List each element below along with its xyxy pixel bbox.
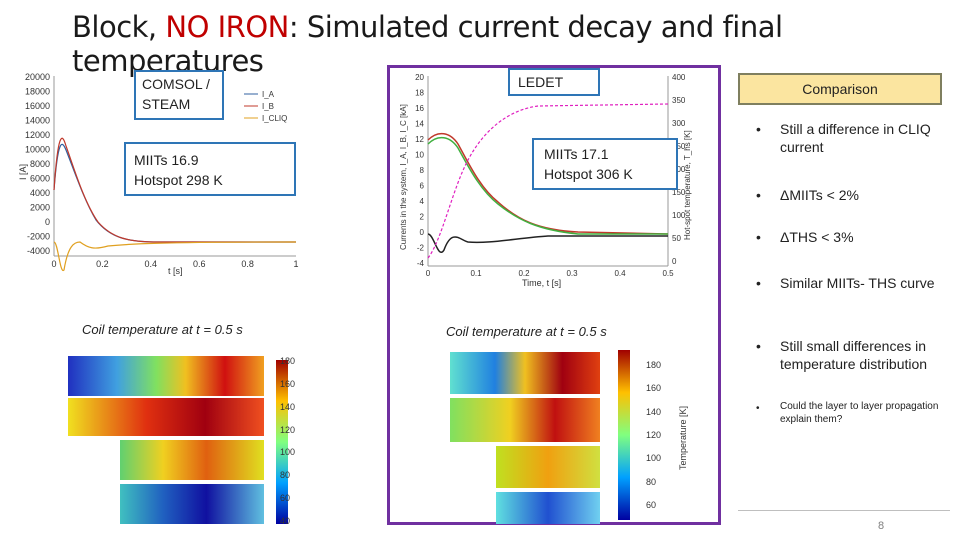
comsol-xtick: 0	[51, 259, 56, 269]
ledet-ytick: 14	[415, 120, 424, 129]
comsol-ytick: 16000	[25, 101, 50, 111]
ledet-coil-caption: Coil temperature at t = 0.5 s	[446, 324, 607, 339]
ledet-xlabel: Time, t [s]	[522, 278, 561, 288]
comsol-xtick: 0.6	[193, 259, 206, 269]
ledet-ytick: 10	[415, 151, 424, 160]
comsol-ytick: 10000	[25, 145, 50, 155]
cbar-tick: 140	[280, 401, 296, 412]
ledet-ytick: 16	[415, 104, 424, 113]
comsol-xtick: 1	[293, 259, 298, 269]
bullet-temperature: • Still small differences in temperature …	[756, 338, 928, 372]
ledet-xtick: 0.5	[662, 269, 674, 278]
ledet-y2tick: 250	[672, 142, 686, 151]
ledet-ytick: 2	[420, 213, 425, 222]
ledet-xtick: 0.3	[566, 269, 578, 278]
page-number: 8	[878, 520, 885, 532]
comsol-ytick: 2000	[30, 203, 50, 213]
comsol-ytick: 0	[45, 217, 50, 227]
bullet-cliq: • Still a difference in CLIQ current	[756, 121, 931, 155]
bullet-ths: • ΔTHS < 3%	[756, 229, 854, 245]
comsol-ytick: 6000	[30, 174, 50, 184]
cbar-tick: 180	[280, 356, 296, 366]
ledet-ths-curve	[427, 103, 669, 259]
ledet-cbar-label: Temperature [K]	[678, 405, 688, 470]
ledet-xtick: 0.1	[470, 269, 482, 278]
comsol-xtick: 0.2	[96, 259, 109, 269]
comsol-ytick: -4000	[27, 246, 50, 256]
ledet-ic-curve	[427, 233, 668, 253]
ledet-xtick: 0.4	[614, 269, 626, 278]
ledet-y2tick: 200	[672, 165, 686, 174]
cbar-tick: 160	[280, 378, 296, 389]
legend-ib: I_B	[262, 102, 274, 111]
comsol-ytick: 14000	[25, 116, 50, 126]
ledet-y2tick: 400	[672, 73, 686, 82]
comsol-cbar-ticks: 180 160 140 120 100 80 60 40	[280, 356, 310, 526]
ledet-miits-box: MIITs 17.1 Hotspot 306 K	[532, 138, 678, 190]
sub-bullet-propagation: • Could the layer to layer propagation ex…	[756, 401, 939, 425]
cbar-tick: 80	[646, 476, 657, 487]
ledet-ylabel: Currents in the system, I_A, I_B, I_C [k…	[399, 104, 408, 250]
comparison-divider	[738, 510, 950, 511]
ledet-y2label: Hot-spot temperature, T_hs [K]	[683, 130, 692, 240]
cbar-tick: 80	[280, 470, 291, 481]
ledet-xtick: 0.2	[518, 269, 530, 278]
comsol-coil-caption: Coil temperature at t = 0.5 s	[82, 322, 243, 337]
comsol-ylabel: I [A]	[18, 164, 28, 180]
cbar-tick: 100	[280, 447, 296, 458]
comsol-miits-box: MIITs 16.9 Hotspot 298 K	[124, 142, 296, 196]
bullet-curve: • Similar MIITs- THS curve	[756, 275, 935, 291]
ledet-ytick: 4	[420, 197, 425, 206]
ledet-y2tick: 150	[672, 188, 686, 197]
comsol-label-box: COMSOL / STEAM	[134, 70, 224, 120]
ledet-y2tick: 350	[672, 96, 686, 105]
cbar-tick: 120	[280, 424, 296, 435]
comsol-xtick: 0.8	[241, 259, 254, 269]
comsol-xlabel: t [s]	[168, 266, 183, 276]
ledet-ib-curve	[427, 136, 668, 235]
ledet-ytick: -2	[417, 244, 425, 253]
comsol-ib-curve	[53, 137, 296, 243]
cbar-tick: 60	[280, 493, 291, 504]
comsol-ytick: 20000	[25, 72, 50, 82]
cbar-tick: 180	[646, 360, 662, 370]
ledet-ytick: 12	[415, 135, 424, 144]
cbar-tick: 120	[646, 430, 662, 440]
ledet-ytick: 6	[420, 182, 425, 191]
comsol-coil-map	[68, 356, 288, 524]
cbar-tick: 60	[646, 500, 657, 510]
ledet-xtick: 0	[426, 269, 431, 278]
comsol-ytick: 12000	[25, 130, 50, 140]
ledet-ytick: 0	[420, 228, 425, 237]
legend-icliq: I_CLIQ	[262, 114, 287, 123]
bullet-miits: • ΔMIITs < 2%	[756, 187, 859, 203]
ledet-y2tick: 100	[672, 211, 686, 220]
legend-ia: I_A	[262, 90, 275, 99]
ledet-current-chart: Time, t [s] Currents in the system, I_A,…	[399, 73, 692, 288]
ledet-y2tick: 0	[672, 257, 677, 266]
ledet-ytick: 8	[420, 166, 425, 175]
ledet-label-box: LEDET	[508, 68, 600, 96]
ledet-ytick: 18	[415, 89, 424, 98]
cbar-tick: 160	[646, 383, 662, 394]
comparison-header: Comparison	[738, 73, 942, 105]
ledet-y2tick: 300	[672, 119, 686, 128]
comsol-ytick: 8000	[30, 159, 50, 169]
comsol-xtick: 0.4	[145, 259, 158, 269]
comsol-ytick: -2000	[27, 232, 50, 242]
ledet-ytick: 20	[415, 73, 424, 82]
ledet-cbar-ticks: 180 160 140 120 100 80 60	[646, 360, 676, 520]
cbar-tick: 40	[280, 516, 291, 526]
comsol-ytick: 18000	[25, 87, 50, 97]
ledet-ytick: -4	[417, 259, 425, 268]
comsol-current-chart: 2000018000160001400012000100008000600040…	[18, 72, 299, 276]
comsol-legend: I_A I_B I_CLIQ	[244, 90, 287, 123]
comsol-ytick: 4000	[30, 188, 50, 198]
slide-title: Block, NO IRON: Simulated current decay …	[72, 10, 783, 78]
cbar-tick: 100	[646, 453, 662, 464]
ledet-coil-map	[450, 350, 630, 524]
cbar-tick: 140	[646, 406, 662, 417]
comsol-icliq-curve	[53, 241, 297, 271]
ledet-y2tick: 50	[672, 234, 681, 243]
